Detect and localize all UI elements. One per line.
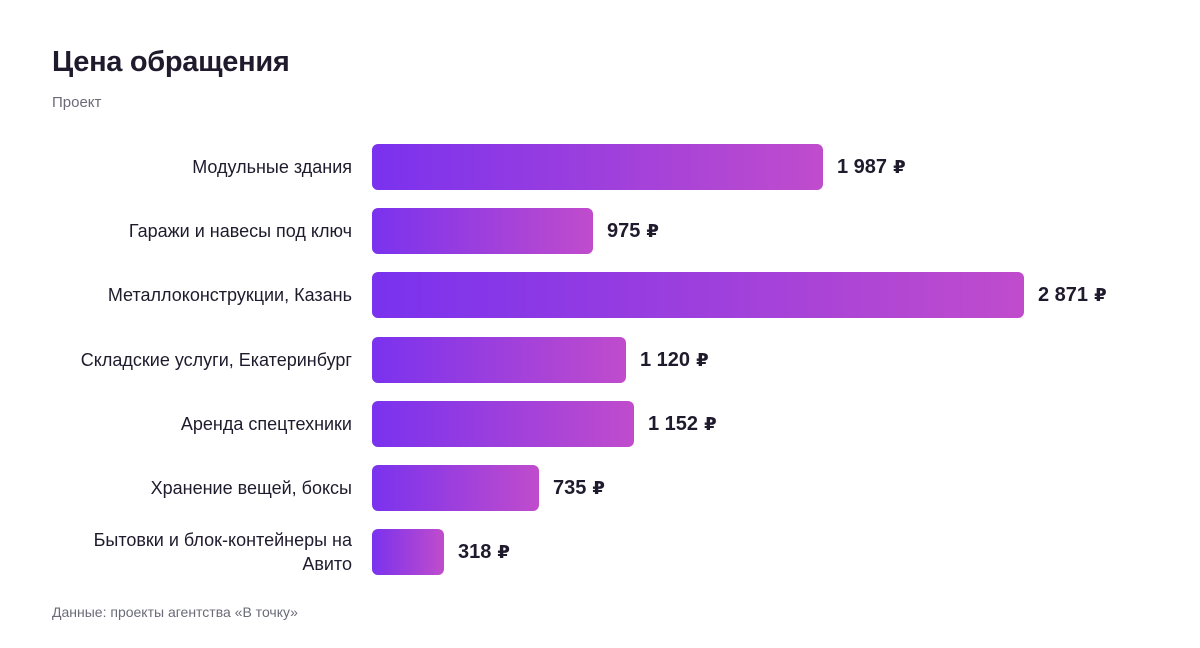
- value-label: 2 871 ₽: [1038, 283, 1107, 307]
- currency-unit: ₽: [1094, 285, 1107, 306]
- value-label: 318 ₽: [458, 540, 510, 564]
- category-label: Бытовки и блок-контейнеры на Авито: [93, 530, 352, 575]
- value-label: 1 120 ₽: [640, 348, 709, 372]
- category-label: Гаражи и навесы под ключ: [128, 221, 352, 242]
- value-label: 1 987 ₽: [837, 155, 906, 179]
- category-label: Модульные здания: [192, 157, 352, 177]
- currency-unit: ₽: [893, 157, 906, 177]
- category-label: Металлоконструкции, Казань: [107, 285, 352, 306]
- value-number: 318: [458, 541, 492, 564]
- value-number: 1 120: [640, 348, 691, 371]
- value-number: 735: [553, 477, 587, 499]
- bar: [372, 529, 444, 576]
- currency-unit: ₽: [592, 478, 605, 498]
- bar: [372, 400, 634, 447]
- category-label: Складские услуги, Екатеринбург: [80, 349, 352, 370]
- value-number: 1 987: [837, 156, 888, 178]
- currency-unit: ₽: [704, 413, 717, 434]
- value-label: 735 ₽: [553, 476, 605, 500]
- bar: [372, 208, 593, 255]
- currency-unit: ₽: [497, 542, 510, 563]
- bar: [372, 465, 539, 511]
- bar: [372, 336, 626, 383]
- bar: [372, 272, 1024, 319]
- chart-title: Цена обращения: [52, 46, 290, 78]
- source-note: Данные: проекты агентства «В точку»: [52, 604, 298, 620]
- value-label: 975 ₽: [607, 219, 659, 243]
- bar: [372, 144, 823, 190]
- value-number: 975: [607, 220, 641, 243]
- category-label: Аренда спецтехники: [180, 413, 352, 434]
- currency-unit: ₽: [696, 349, 709, 370]
- value-label: 1 152 ₽: [648, 412, 717, 436]
- value-number: 1 152: [648, 412, 699, 435]
- chart-subtitle: Проект: [52, 94, 102, 111]
- value-number: 2 871: [1038, 284, 1089, 307]
- category-label: Хранение вещей, боксы: [150, 478, 352, 498]
- currency-unit: ₽: [646, 221, 659, 242]
